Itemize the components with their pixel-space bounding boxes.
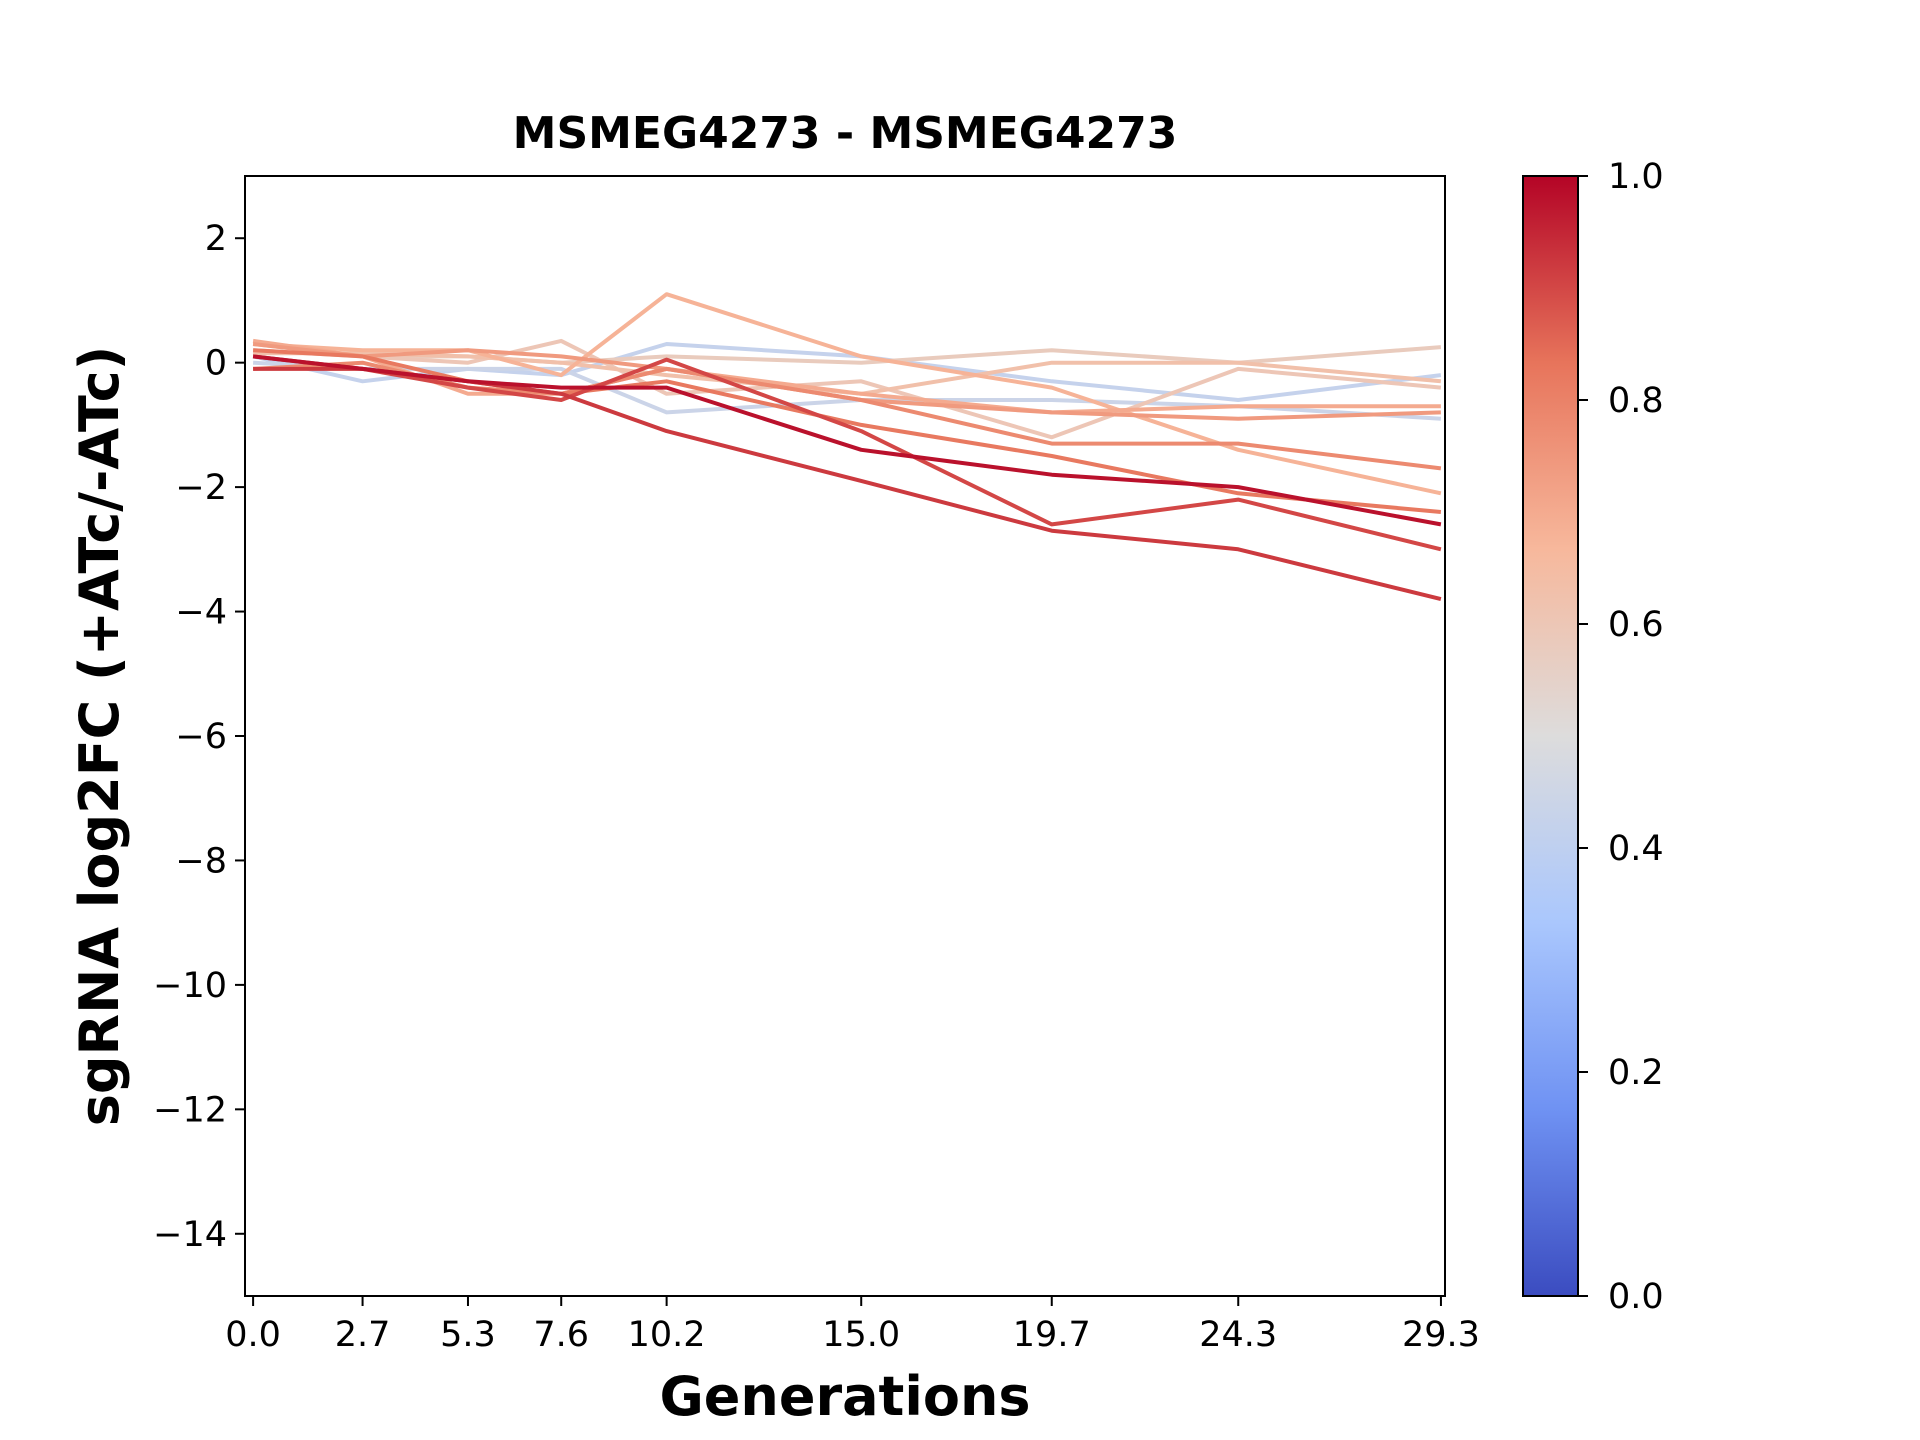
colorbar: [1523, 176, 1578, 1296]
y-tick-label: 0: [205, 344, 227, 384]
colorbar-tick-label: 0.4: [1608, 829, 1664, 869]
colorbar-tick-label: 0.0: [1608, 1277, 1664, 1317]
x-tick-label: 19.7: [1013, 1315, 1091, 1355]
x-tick-label: 2.7: [335, 1315, 391, 1355]
y-axis-ticks: 2 0 −2 −4 −6 −8 −10 −12 −14: [153, 219, 245, 1255]
x-tick-label: 10.2: [628, 1315, 706, 1355]
x-tick-label: 5.3: [440, 1315, 496, 1355]
colorbar-frame: [1522, 175, 1579, 1297]
series-line-9: [252, 348, 1442, 514]
y-tick-label: −10: [153, 966, 227, 1006]
y-tick-label: 2: [205, 219, 227, 259]
x-tick-label: 0.0: [225, 1315, 281, 1355]
colorbar-tick-label: 0.6: [1608, 605, 1664, 645]
x-tick-label: 15.0: [822, 1315, 900, 1355]
y-tick-label: −12: [153, 1090, 227, 1130]
series-line-3: [252, 338, 1442, 440]
x-tick-label: 7.6: [533, 1315, 589, 1355]
y-axis-label: sgRNA log2FC (+ATc/-ATc): [68, 346, 131, 1127]
y-tick-label: −6: [175, 717, 227, 757]
series-line-2: [252, 345, 1442, 365]
y-tick-label: −8: [175, 841, 227, 881]
plot-frame: [244, 175, 1446, 1297]
x-tick-label: 29.3: [1402, 1315, 1480, 1355]
x-tick-label: 24.3: [1199, 1315, 1277, 1355]
x-axis-ticks: 0.0 2.7 5.3 7.6 10.2 15.0 19.7 24.3 29.3: [225, 1296, 1480, 1355]
series-line-11: [253, 366, 1442, 602]
y-tick-label: −2: [175, 468, 227, 508]
x-axis-label: Generations: [659, 1365, 1030, 1428]
y-tick-label: −4: [175, 593, 227, 633]
series-lines: [252, 292, 1442, 602]
colorbar-tick-label: 0.8: [1608, 381, 1664, 421]
colorbar-tick-label: 0.2: [1608, 1053, 1664, 1093]
y-tick-label: −14: [153, 1215, 227, 1255]
colorbar-ticks: 0.0 0.2 0.4 0.6 0.8 1.0: [1578, 157, 1664, 1317]
series-line-12: [252, 354, 1442, 527]
series-line-10: [252, 354, 1442, 552]
chart-title: MSMEG4273 - MSMEG4273: [513, 108, 1178, 159]
series-line-5: [252, 292, 1442, 496]
series-line-8: [252, 360, 1442, 471]
colorbar-tick-label: 1.0: [1608, 157, 1664, 197]
